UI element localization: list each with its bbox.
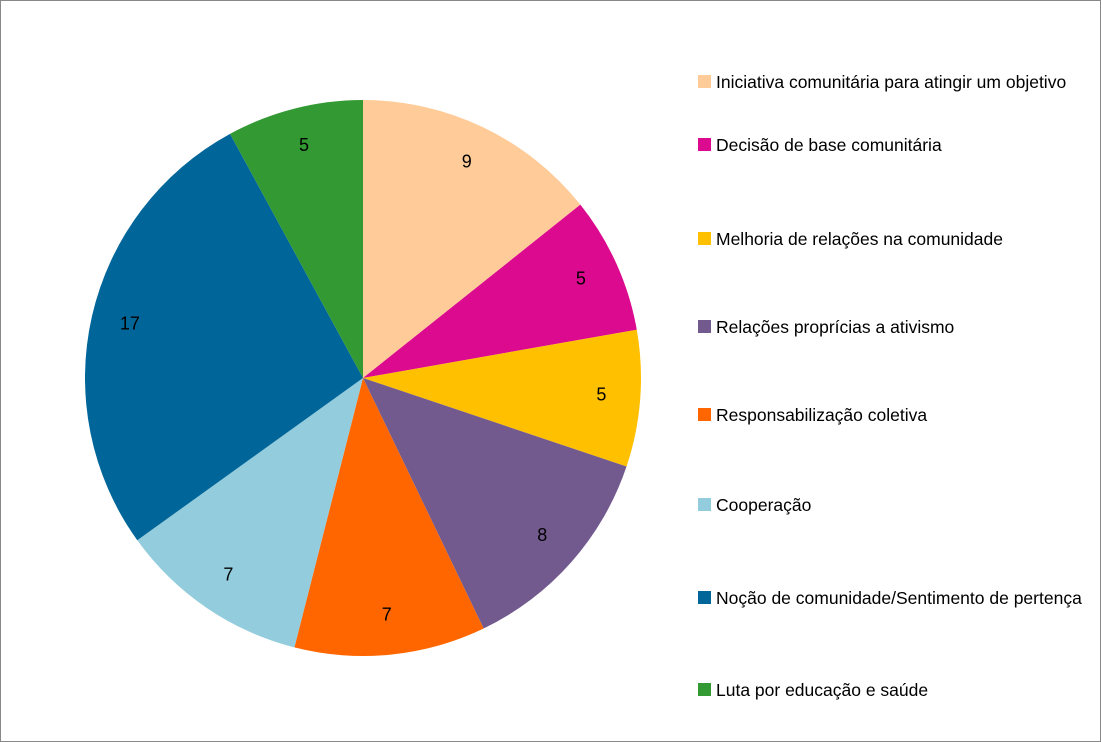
legend-item: Melhoria de relações na comunidade bbox=[698, 227, 1090, 251]
legend-label: Responsabilização coletiva bbox=[716, 405, 928, 425]
legend-label: Relações proprícias a ativismo bbox=[716, 317, 955, 337]
legend-swatch bbox=[698, 408, 711, 421]
legend-swatch bbox=[698, 138, 711, 151]
data-label: 5 bbox=[299, 135, 309, 155]
legend-label: Cooperação bbox=[716, 495, 812, 515]
pie-slice bbox=[363, 378, 627, 629]
pie-slice bbox=[230, 100, 363, 378]
legend-swatch bbox=[698, 498, 711, 511]
legend-swatch bbox=[698, 320, 711, 333]
pie-slice bbox=[363, 329, 641, 467]
legend-label: Melhoria de relações na comunidade bbox=[716, 229, 1003, 249]
legend-label: Decisão de base comunitária bbox=[716, 135, 942, 155]
pie-slice bbox=[294, 378, 484, 656]
pie-slice bbox=[363, 100, 581, 378]
pie-slice bbox=[363, 204, 637, 378]
legend-item: Iniciativa comunitária para atingir um o… bbox=[698, 70, 1090, 94]
legend-swatch bbox=[698, 75, 711, 88]
legend-item: Luta por educação e saúde bbox=[698, 678, 1090, 702]
pie-slice bbox=[137, 378, 363, 648]
legend-label: Noção de comunidade/Sentimento de perten… bbox=[716, 588, 1082, 608]
data-label: 7 bbox=[223, 564, 233, 584]
legend-swatch bbox=[698, 232, 711, 245]
legend-item: Noção de comunidade/Sentimento de perten… bbox=[698, 586, 1090, 610]
pie-slice bbox=[85, 133, 363, 541]
legend-item: Relações proprícias a ativismo bbox=[698, 315, 1090, 339]
legend-swatch bbox=[698, 683, 711, 696]
data-label: 17 bbox=[120, 314, 140, 334]
legend-item: Decisão de base comunitária bbox=[698, 133, 1090, 157]
data-label: 9 bbox=[462, 151, 472, 171]
data-label: 5 bbox=[576, 268, 586, 288]
data-label: 8 bbox=[537, 525, 547, 545]
legend-label: Luta por educação e saúde bbox=[716, 680, 929, 700]
data-label: 7 bbox=[382, 605, 392, 625]
legend-swatch bbox=[698, 591, 711, 604]
legend-item: Cooperação bbox=[698, 493, 1090, 517]
data-label: 5 bbox=[596, 385, 606, 405]
legend-item: Responsabilização coletiva bbox=[698, 403, 1090, 427]
legend-label: Iniciativa comunitária para atingir um o… bbox=[716, 72, 1067, 92]
